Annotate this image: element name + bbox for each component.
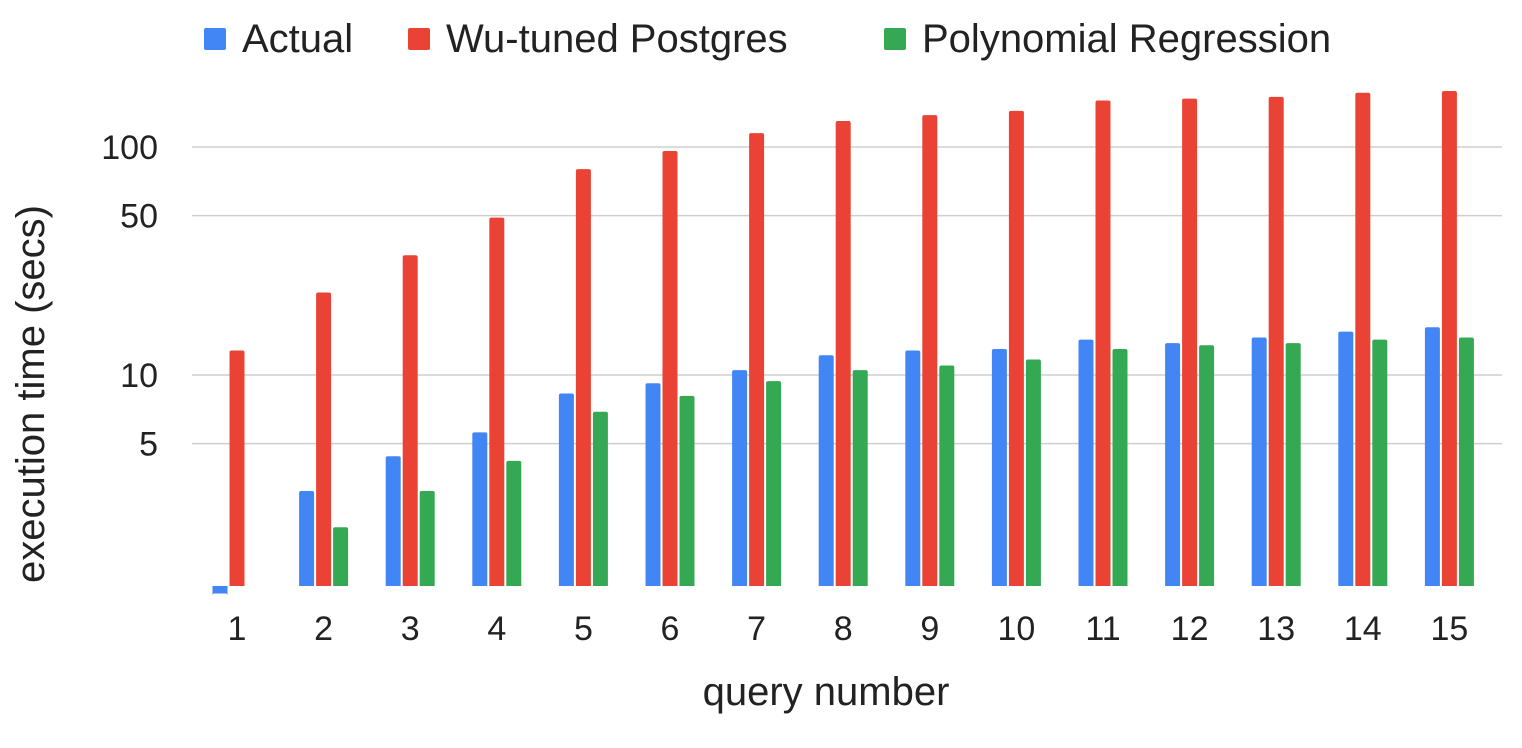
legend-label: Polynomial Regression	[922, 17, 1331, 61]
bar-wu-tuned-postgres-q11	[1095, 100, 1111, 587]
bar-wu-tuned-postgres-q4	[489, 217, 505, 586]
bar-wu-tuned-postgres-q7	[749, 133, 765, 586]
bar-actual-q3	[385, 456, 401, 586]
x-tick-label: 6	[661, 610, 680, 648]
bar-actual-q6	[645, 383, 661, 586]
bar-wu-tuned-postgres-q2	[316, 292, 332, 586]
legend-label: Actual	[242, 17, 353, 61]
bar-polynomial-regression-q5	[592, 411, 608, 586]
bar-polynomial-regression-q4	[506, 460, 522, 586]
y-axis-title: execution time (secs)	[9, 205, 53, 583]
bar-actual-q4	[472, 432, 488, 586]
x-tick-label: 11	[1085, 610, 1120, 648]
bar-actual-q15	[1424, 327, 1440, 586]
y-tick-label: 100	[101, 129, 158, 167]
legend-swatch	[408, 28, 430, 50]
bar-actual-q14	[1338, 331, 1354, 586]
x-tick-label: 4	[487, 610, 506, 648]
x-tick-label: 7	[747, 610, 766, 648]
bar-polynomial-regression-q8	[852, 370, 868, 586]
legend-swatch	[884, 28, 906, 50]
bar-wu-tuned-postgres-q15	[1441, 91, 1457, 587]
bar-wu-tuned-postgres-q14	[1355, 92, 1371, 586]
bar-actual-q13	[1251, 337, 1267, 586]
y-tick-label: 10	[120, 357, 158, 395]
bar-actual-q7	[732, 370, 748, 586]
bar-polynomial-regression-q7	[766, 381, 782, 586]
bar-polynomial-regression-q10	[1025, 359, 1041, 586]
y-axis-ticks: 5 10 50 100	[101, 129, 158, 464]
x-tick-label: 14	[1344, 610, 1382, 648]
bar-polynomial-regression-q15	[1458, 337, 1474, 586]
bar-polynomial-regression-q11	[1112, 349, 1128, 586]
x-axis-title: query number	[703, 670, 950, 714]
bar-actual-q5	[558, 393, 574, 586]
bar-polynomial-regression-q13	[1285, 343, 1301, 586]
x-tick-label: 1	[228, 610, 247, 648]
x-tick-label: 2	[314, 610, 333, 648]
bar-actual-q10	[991, 349, 1007, 586]
x-tick-label: 8	[834, 610, 853, 648]
bar-actual-q2	[299, 490, 315, 586]
bar-polynomial-regression-q6	[679, 395, 695, 586]
bar-actual-q12	[1165, 343, 1181, 586]
x-tick-label: 12	[1171, 610, 1209, 648]
legend-label: Wu-tuned Postgres	[446, 17, 788, 61]
x-tick-label: 15	[1430, 610, 1468, 648]
bar-polynomial-regression-q3	[419, 490, 435, 586]
x-tick-label: 3	[401, 610, 420, 648]
bar-wu-tuned-postgres-q8	[835, 121, 851, 587]
bars	[212, 91, 1474, 596]
bar-polynomial-regression-q2	[333, 527, 349, 586]
bar-wu-tuned-postgres-q13	[1268, 96, 1284, 586]
legend: Actual Wu-tuned Postgres Polynomial Regres…	[204, 17, 1331, 61]
legend-swatch	[204, 28, 226, 50]
x-tick-label: 10	[997, 610, 1035, 648]
x-axis-ticks: 1 2 3 4 5 6 7 8 9 10 11 12 13 14 15	[228, 610, 1469, 648]
x-tick-label: 13	[1257, 610, 1295, 648]
bar-actual-q9	[905, 350, 921, 586]
bar-wu-tuned-postgres-q12	[1182, 98, 1198, 587]
bar-polynomial-regression-q12	[1199, 345, 1215, 586]
bar-actual-q1	[212, 586, 228, 596]
bar-wu-tuned-postgres-q5	[575, 169, 591, 586]
bar-wu-tuned-postgres-q10	[1008, 110, 1024, 587]
x-tick-label: 9	[920, 610, 939, 648]
bar-wu-tuned-postgres-q6	[662, 151, 678, 586]
bar-wu-tuned-postgres-q1	[229, 350, 245, 586]
bar-actual-q11	[1078, 339, 1094, 586]
bar-wu-tuned-postgres-q3	[402, 255, 418, 586]
bar-polynomial-regression-q9	[939, 365, 955, 586]
bar-wu-tuned-postgres-q9	[922, 115, 938, 586]
y-tick-label: 50	[120, 198, 158, 236]
bar-polynomial-regression-q14	[1372, 339, 1388, 586]
bar-actual-q8	[818, 355, 834, 586]
y-tick-label: 5	[139, 426, 158, 464]
x-tick-label: 5	[574, 610, 593, 648]
